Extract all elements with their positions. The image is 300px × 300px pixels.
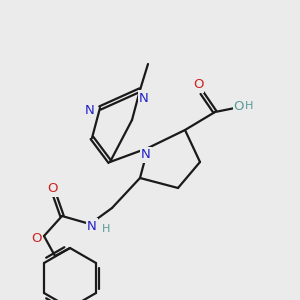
Text: H: H (102, 224, 110, 234)
Text: O: O (31, 232, 41, 244)
Text: N: N (141, 148, 151, 161)
Text: N: N (87, 220, 97, 232)
Text: O: O (48, 182, 58, 196)
Text: O: O (234, 100, 244, 112)
Text: O: O (193, 79, 203, 92)
Text: H: H (245, 101, 253, 111)
Text: N: N (85, 103, 95, 116)
Text: N: N (139, 92, 149, 104)
